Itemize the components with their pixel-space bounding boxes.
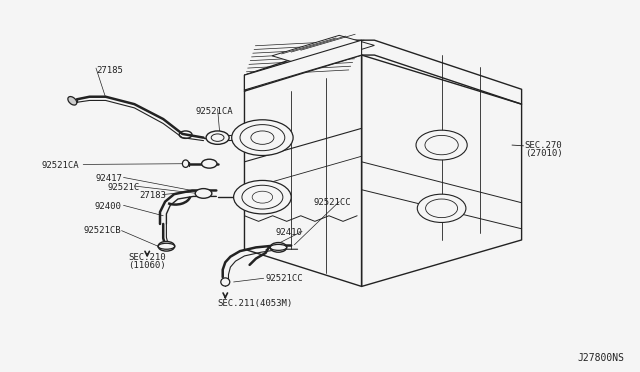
Text: 92417: 92417 bbox=[96, 174, 123, 183]
Ellipse shape bbox=[182, 160, 189, 167]
Circle shape bbox=[232, 120, 293, 155]
Text: 92521CA: 92521CA bbox=[42, 161, 79, 170]
Text: 92521CA: 92521CA bbox=[195, 107, 233, 116]
Text: 92521C: 92521C bbox=[108, 183, 140, 192]
Text: 92400: 92400 bbox=[95, 202, 122, 211]
Circle shape bbox=[206, 131, 229, 144]
Text: J27800NS: J27800NS bbox=[577, 353, 624, 363]
Polygon shape bbox=[272, 35, 374, 66]
Circle shape bbox=[158, 241, 175, 251]
Ellipse shape bbox=[221, 278, 230, 286]
Text: 92410: 92410 bbox=[275, 228, 302, 237]
Circle shape bbox=[234, 180, 291, 214]
Text: SEC.211(4053M): SEC.211(4053M) bbox=[217, 299, 292, 308]
Text: 92521CC: 92521CC bbox=[314, 198, 351, 207]
Ellipse shape bbox=[68, 97, 77, 105]
Circle shape bbox=[202, 159, 217, 168]
Text: 27183: 27183 bbox=[140, 191, 166, 200]
Circle shape bbox=[195, 189, 212, 198]
Text: SEC.270: SEC.270 bbox=[525, 141, 563, 150]
Circle shape bbox=[270, 243, 287, 252]
Text: SEC.210: SEC.210 bbox=[129, 253, 166, 262]
Text: (11060): (11060) bbox=[129, 262, 166, 270]
Polygon shape bbox=[244, 40, 362, 90]
Circle shape bbox=[417, 194, 466, 222]
Text: 92521CB: 92521CB bbox=[83, 226, 121, 235]
Text: 27185: 27185 bbox=[96, 66, 123, 75]
Circle shape bbox=[416, 130, 467, 160]
Text: 92521CC: 92521CC bbox=[266, 274, 303, 283]
Text: (27010): (27010) bbox=[525, 149, 563, 158]
